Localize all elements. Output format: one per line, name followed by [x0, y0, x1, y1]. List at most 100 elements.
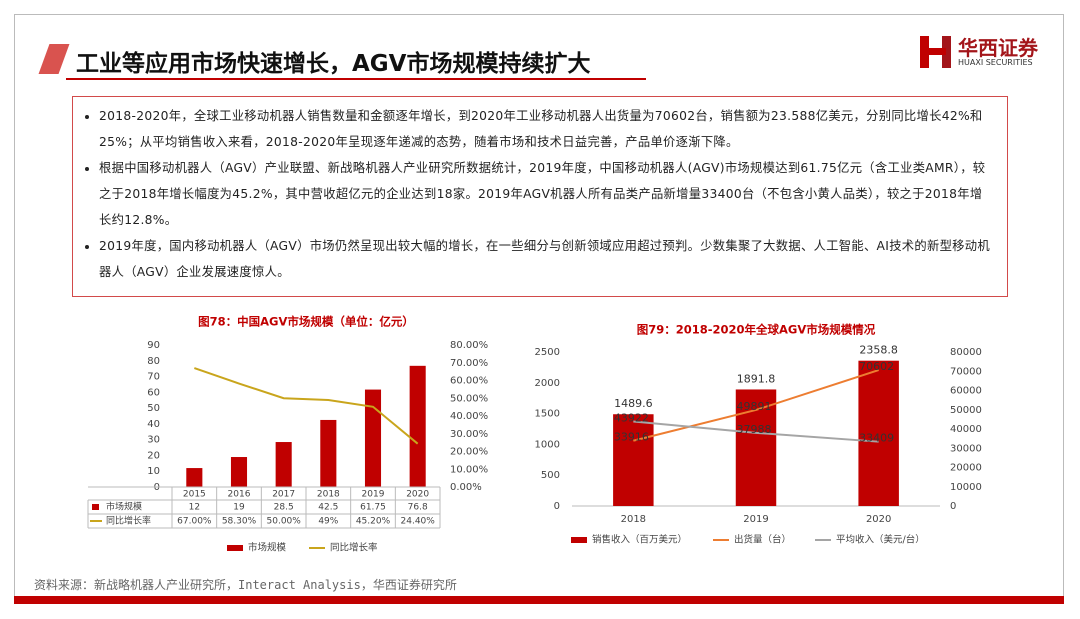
data-label: 1891.8	[737, 372, 776, 385]
data-label: 49891	[737, 400, 772, 413]
legend-label: 同比增长率	[330, 542, 378, 554]
y2-tick-label: 60.00%	[450, 376, 488, 387]
y2-tick-label: 20.00%	[450, 447, 488, 458]
logo-mark	[920, 36, 951, 68]
table-series-name: 市场规模	[106, 501, 142, 513]
y2-tick-label: 80.00%	[450, 340, 488, 351]
y-tick-label: 20	[147, 450, 160, 461]
y-tick-label: 60	[147, 387, 160, 398]
table-value: 12	[189, 503, 200, 513]
line	[633, 369, 879, 442]
logo-name: 华西证券	[958, 36, 1038, 60]
y2-tick-label: 80000	[950, 347, 982, 358]
data-label: 43922	[614, 411, 649, 424]
y2-tick-label: 30.00%	[450, 429, 488, 440]
y-tick-label: 70	[147, 372, 160, 383]
x-tick-label: 2020	[866, 514, 891, 525]
y-tick-label: 40	[147, 419, 160, 430]
y2-tick-label: 50000	[950, 405, 982, 416]
y2-tick-label: 0.00%	[450, 482, 482, 493]
x-tick-label: 2019	[743, 514, 768, 525]
y-tick-label: 80	[147, 356, 160, 367]
y-tick-label: 1000	[535, 439, 560, 450]
y-tick-label: 500	[541, 470, 560, 481]
legend-label: 平均收入（美元/台）	[836, 534, 925, 546]
x-tick-label: 2018	[621, 514, 646, 525]
charts: 图78：中国AGV市场规模（单位：亿元） 0 10 20 30 40 50 60 70 80 90 0…	[87, 315, 982, 554]
legend-label: 出货量（台）	[734, 534, 791, 546]
chart-title: 图79：2018-2020年全球AGV市场规模情况	[637, 323, 876, 337]
data-label: 37988	[737, 423, 772, 436]
line	[633, 420, 879, 443]
chart-title: 图78：中国AGV市场规模（单位：亿元）	[198, 315, 414, 329]
x-tick-label: 2016	[228, 490, 251, 500]
y2-tick-label: 10.00%	[450, 464, 488, 475]
y-tick-label: 30	[147, 435, 160, 446]
y2-tick-label: 50.00%	[450, 393, 488, 404]
bullet: 2019年度，国内移动机器人（AGV）市场仍然呈现出较大幅的增长，在一些细分与创…	[99, 233, 993, 285]
legend-label: 市场规模	[248, 542, 287, 554]
line	[194, 367, 419, 445]
table-series-name: 同比增长率	[106, 515, 151, 527]
legend-label: 销售收入（百万美元）	[592, 534, 687, 546]
source-note: 资料来源：新战略机器人产业研究所，Interact Analysis，华西证券研…	[34, 578, 457, 592]
y2-tick-label: 10000	[950, 482, 982, 493]
bar	[613, 414, 654, 506]
title-underline	[66, 78, 646, 80]
y-tick-label: 2500	[535, 347, 560, 358]
y-tick-label: 90	[147, 340, 160, 351]
table-value: 76.8	[408, 503, 428, 513]
slide-title: 工业等应用市场快速增长，AGV市场规模持续扩大	[76, 51, 591, 77]
x-tick-label: 2018	[317, 490, 340, 500]
bar	[735, 389, 777, 506]
x-tick-label: 2017	[272, 490, 295, 500]
bullet-box: 2018-2020年，全球工业移动机器人销售数量和金额逐年增长，到2020年工业…	[72, 96, 1008, 297]
x-tick-label: 2015	[183, 490, 206, 500]
data-label: 33409	[859, 432, 894, 445]
table-value: 42.5	[318, 503, 338, 513]
bar	[858, 360, 899, 506]
x-tick-label: 2019	[362, 490, 385, 500]
y2-tick-label: 0	[950, 501, 956, 512]
legend-swatch	[571, 537, 587, 543]
table-value: 58.30%	[222, 517, 257, 527]
y-tick-label: 0	[554, 501, 560, 512]
table-value: 67.00%	[177, 517, 212, 527]
table-value: 50.00%	[267, 517, 302, 527]
y-tick-label: 2000	[535, 378, 560, 389]
y2-tick-label: 40000	[950, 424, 982, 435]
y2-tick-label: 70.00%	[450, 358, 488, 369]
bar	[320, 419, 337, 487]
bar	[230, 457, 248, 487]
bar	[275, 442, 292, 487]
y2-tick-label: 30000	[950, 443, 982, 454]
y2-tick-label: 70000	[950, 366, 982, 377]
y2-tick-label: 60000	[950, 386, 982, 397]
x-tick-label: 2020	[406, 490, 429, 500]
y2-tick-label: 20000	[950, 463, 982, 474]
y-tick-label: 10	[147, 466, 160, 477]
table-value: 24.40%	[401, 517, 436, 527]
table-swatch	[92, 504, 99, 510]
logo-subtitle: HUAXI SECURITIES	[958, 58, 1033, 67]
bar	[186, 468, 203, 487]
bullet: 根据中国移动机器人（AGV）产业联盟、新战略机器人产业研究所数据统计，2019年…	[99, 155, 993, 233]
y-tick-label: 1500	[535, 409, 560, 420]
data-label: 1489.6	[614, 397, 653, 410]
data-label: 33916	[614, 431, 649, 444]
bullet: 2018-2020年，全球工业移动机器人销售数量和金额逐年增长，到2020年工业…	[99, 103, 993, 155]
y2-tick-label: 40.00%	[450, 411, 488, 422]
bottom-bar	[14, 596, 1064, 604]
table-value: 19	[233, 503, 245, 513]
y-tick-label: 50	[147, 403, 160, 414]
data-label: 2358.8	[859, 344, 898, 357]
bar	[364, 389, 382, 487]
table-value: 61.75	[360, 503, 386, 513]
table-value: 28.5	[274, 503, 294, 513]
bar	[409, 365, 426, 487]
table-value: 49%	[318, 517, 338, 527]
legend-swatch	[227, 545, 243, 551]
data-label: 70602	[859, 360, 894, 373]
table-value: 45.20%	[356, 517, 391, 527]
